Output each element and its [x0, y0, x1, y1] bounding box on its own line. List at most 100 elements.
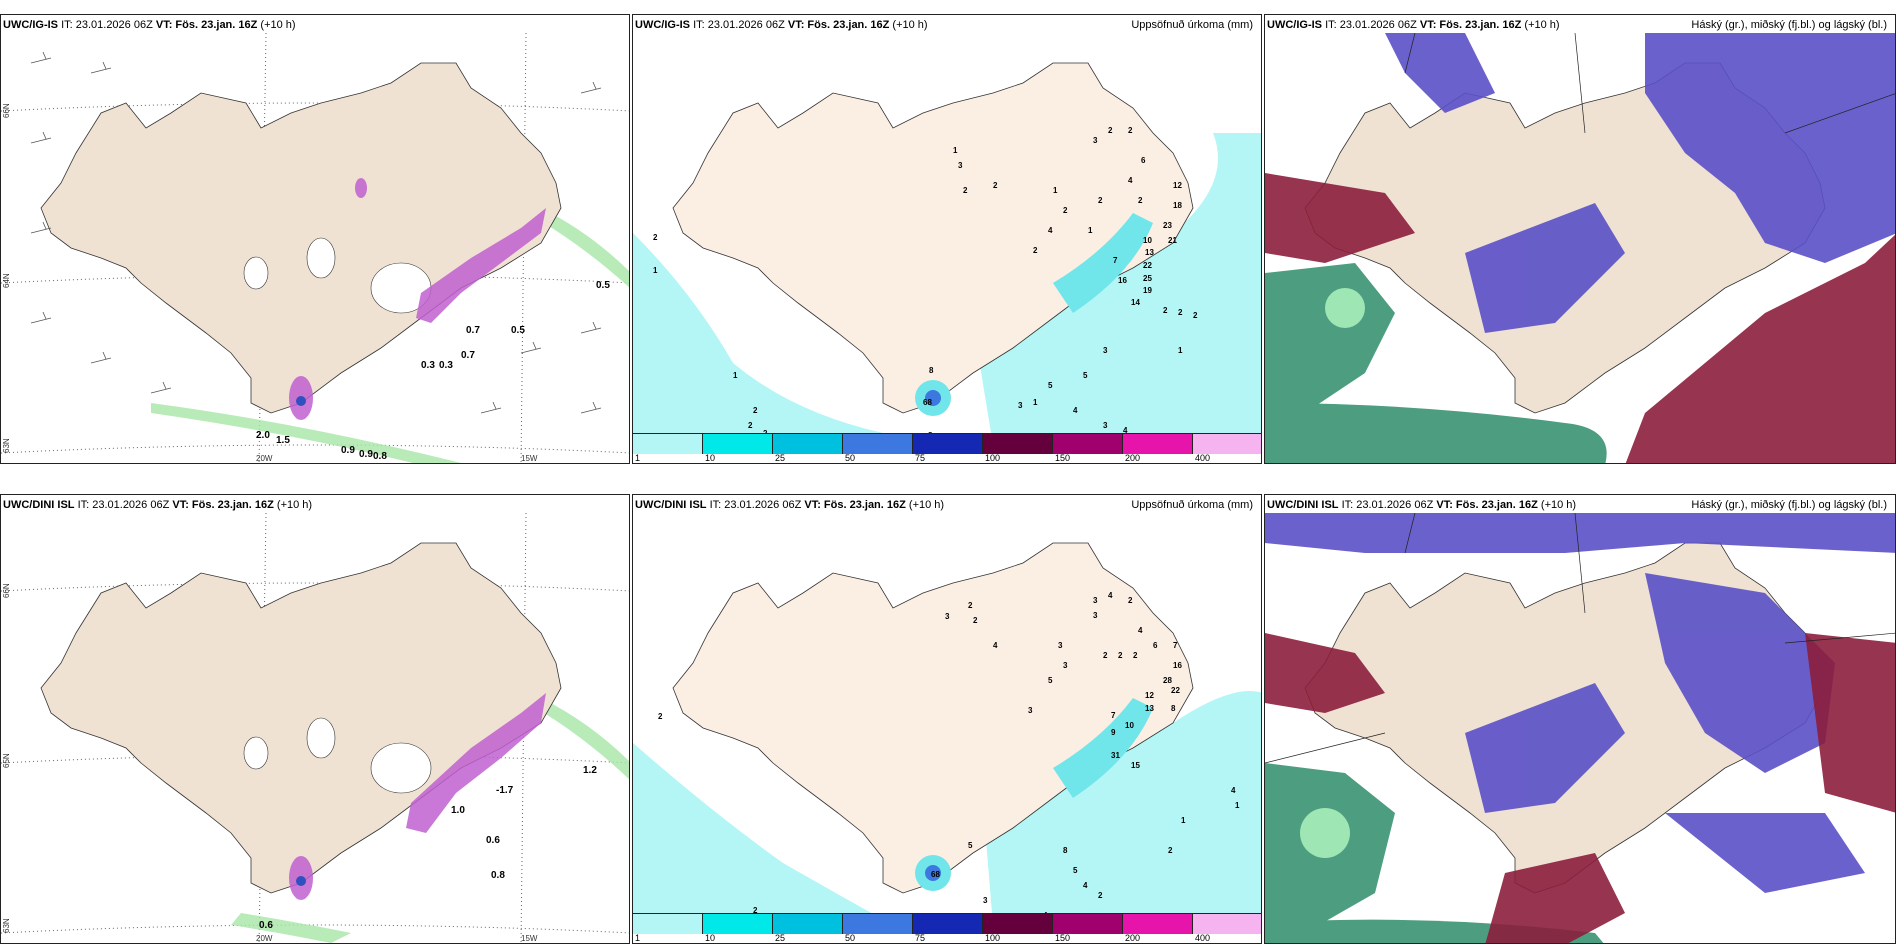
precip-value: 3	[1063, 661, 1068, 670]
precip-value: 4	[1108, 591, 1113, 600]
tick: 200	[1125, 453, 1141, 463]
panel-bot-mid-precip: UWC/DINI ISL IT: 23.01.2026 06Z VT: Fös.…	[632, 494, 1262, 944]
lon-label: 15W	[521, 454, 538, 463]
precip-value: 2	[1178, 308, 1183, 317]
precip-value: 68	[931, 870, 940, 879]
tick: 100	[985, 453, 1001, 463]
precip-value: 7	[1111, 711, 1116, 720]
colorbar-swatch	[913, 434, 983, 454]
init-time: IT: 23.01.2026 06Z	[693, 19, 785, 31]
tick: 400	[1195, 453, 1211, 463]
precip-value: 1	[953, 146, 958, 155]
precip-value: 2	[1118, 651, 1123, 660]
precip-value: 7	[1173, 641, 1178, 650]
precip-value: 10	[1143, 236, 1152, 245]
precip-value: 1	[1088, 226, 1093, 235]
map-accum-precip: 3 2 2 6 3 1 2 2 4 12 1 2 2 18 2 4 1 23 2…	[633, 62, 1261, 445]
precip-value: 1	[1178, 346, 1183, 355]
precip-label: 1.2	[583, 765, 597, 776]
init-time: IT: 23.01.2026 06Z	[61, 19, 153, 31]
precip-label: 2.0	[256, 430, 270, 441]
precip-value: 2	[1098, 891, 1103, 900]
precip-core	[296, 396, 306, 406]
init-time: IT: 23.01.2026 06Z	[1341, 499, 1434, 511]
precip-value: 31	[1111, 751, 1120, 760]
precip-value: 1	[1033, 398, 1038, 407]
precip-value: 1	[1053, 186, 1058, 195]
colorbar-swatch	[983, 434, 1053, 454]
map-clouds	[1265, 33, 1895, 463]
lead-time: (+10 h)	[908, 499, 945, 511]
tick: 200	[1125, 933, 1141, 943]
green-band	[231, 698, 629, 943]
precip-value: 2	[1193, 311, 1198, 320]
precip-value: 19	[1143, 286, 1152, 295]
precip-value: 2	[993, 181, 998, 190]
colorbar-swatch	[1053, 914, 1123, 934]
tick: 25	[775, 453, 786, 463]
precip-value: 2	[748, 421, 753, 430]
precip-value: 3	[945, 612, 950, 621]
model-name: UWC/IG-IS	[1267, 19, 1322, 31]
precip-value: 3	[983, 896, 988, 905]
precip-value: 4	[1128, 176, 1133, 185]
precip-value: 13	[1145, 248, 1154, 257]
colorbar-swatch	[1123, 434, 1193, 454]
precip-value: 22	[1171, 686, 1180, 695]
green-band	[151, 208, 629, 463]
panel-field-title: Háský (gr.), miðský (fj.bl.) og lágský (…	[1691, 499, 1887, 511]
precip-value: 16	[1173, 661, 1182, 670]
precip-value: 2	[1163, 306, 1168, 315]
precip-value: 5	[968, 841, 973, 850]
tick: 75	[915, 933, 926, 943]
precip-value: 18	[1173, 201, 1182, 210]
valid-time: Fös. 23.jan. 16Z	[1455, 499, 1538, 511]
precip-label: 0.8	[373, 451, 387, 462]
precip-core	[296, 876, 306, 886]
valid-time: Fös. 23.jan. 16Z	[191, 499, 274, 511]
precip-label: 0.7	[466, 325, 480, 336]
precip-value: 2	[1108, 126, 1113, 135]
panel-field-title: Uppsöfnuð úrkoma (mm)	[1131, 19, 1253, 31]
colorbar-swatch	[703, 434, 773, 454]
precip-max	[925, 865, 941, 881]
precip-label: 0.9	[341, 445, 355, 456]
colorbar-swatch	[1053, 434, 1123, 454]
precip-label: 0.9	[359, 449, 373, 460]
lead-time: (+10 h)	[260, 19, 296, 31]
tick: 150	[1055, 933, 1071, 943]
precip-value: 2	[1063, 206, 1068, 215]
precip-value: 3	[1018, 401, 1023, 410]
lat-label: 64N	[2, 273, 11, 288]
precip-value: 3	[1093, 136, 1098, 145]
precip-value: 12	[1173, 181, 1182, 190]
panel-field-title: Háský (gr.), miðský (fj.bl.) og lágský (…	[1691, 19, 1887, 31]
panel-bot-left-wind: UWC/DINI ISL IT: 23.01.2026 06Z VT: Fös.…	[0, 494, 630, 944]
valid-label: VT:	[1419, 19, 1437, 31]
colorbar-swatch	[703, 914, 773, 934]
lead-time: (+10 h)	[276, 499, 313, 511]
precip-value: 2	[753, 906, 758, 915]
panel-title: UWC/DINI ISL IT: 23.01.2026 06Z VT: Fös.…	[635, 499, 944, 511]
model-name: UWC/DINI ISL	[1267, 499, 1339, 511]
valid-time: Fös. 23.jan. 16Z	[1439, 19, 1522, 31]
tick: 50	[845, 453, 856, 463]
panel-title: UWC/DINI ISL IT: 23.01.2026 06Z VT: Fös.…	[3, 499, 312, 511]
map-clouds	[1265, 513, 1895, 943]
precip-value: 3	[1103, 346, 1108, 355]
precip-value: 3	[1058, 641, 1063, 650]
precip-value: 1	[733, 371, 738, 380]
panel-field-title: Uppsöfnuð úrkoma (mm)	[1131, 499, 1253, 511]
panel-bot-right-clouds: UWC/DINI ISL IT: 23.01.2026 06Z VT: Fös.…	[1264, 494, 1896, 944]
init-time: IT: 23.01.2026 06Z	[77, 499, 170, 511]
valid-label: VT:	[155, 19, 173, 31]
model-name: UWC/DINI ISL	[3, 499, 75, 511]
lead-time: (+10 h)	[1540, 499, 1577, 511]
precip-value: 3	[958, 161, 963, 170]
precip-value: 4	[1083, 881, 1088, 890]
colorbar-ticks: 1 10 25 50 75 100 150 200 400	[633, 933, 1261, 943]
tick: 150	[1055, 453, 1071, 463]
cyan-precip	[633, 133, 1261, 445]
tick: 50	[845, 933, 856, 943]
precip-value: 4	[1231, 786, 1236, 795]
